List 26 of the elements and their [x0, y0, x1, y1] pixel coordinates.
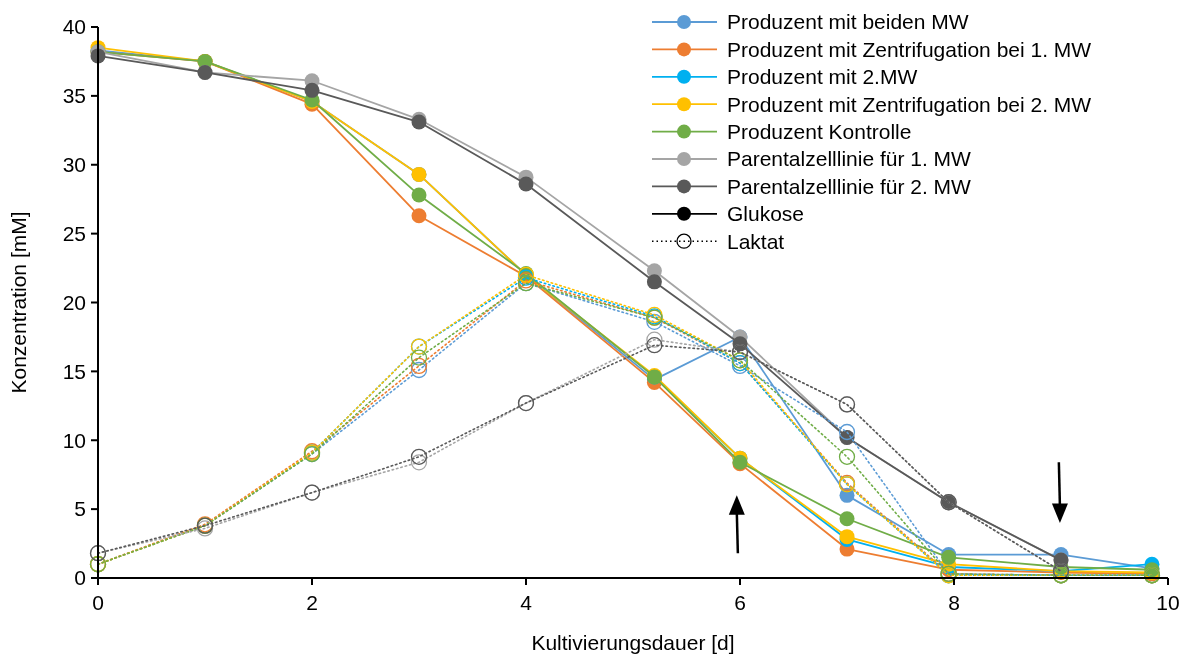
- x-tick-label: 2: [306, 591, 318, 614]
- y-tick-label: 30: [62, 153, 86, 177]
- x-tick-label: 10: [1156, 591, 1180, 614]
- legend-label: Glukose: [727, 202, 805, 226]
- y-axis-title: Konzentration [mM]: [7, 211, 30, 394]
- y-tick-label: 25: [62, 221, 86, 245]
- y-tick-label: 0: [74, 566, 86, 590]
- x-axis-title: Kultivierungsdauer [d]: [531, 631, 735, 654]
- y-tick-label: 20: [62, 290, 86, 314]
- y-tick-label: 5: [74, 497, 86, 521]
- x-tick-label: 8: [948, 591, 960, 614]
- x-tick-label: 4: [520, 591, 533, 614]
- y-tick-label: 35: [62, 84, 86, 108]
- legend-label: Produzent Kontrolle: [727, 119, 912, 143]
- y-tick-label: 10: [62, 428, 86, 452]
- legend-label: Laktat: [727, 229, 785, 253]
- legend-label: Produzent mit beiden MW: [727, 10, 969, 34]
- x-tick-label: 0: [92, 591, 104, 614]
- legend-label: Produzent mit Zentrifugation bei 2. MW: [727, 92, 1092, 116]
- legend-label: Parentalzelllinie für 2. MW: [727, 174, 972, 198]
- legend-label: Produzent mit Zentrifugation bei 1. MW: [727, 37, 1092, 61]
- legend-label: Produzent mit 2.MW: [727, 65, 918, 89]
- y-tick-label: 15: [62, 359, 86, 383]
- y-tick-label: 40: [62, 15, 86, 39]
- x-tick-label: 6: [734, 591, 746, 614]
- legend-label: Parentalzelllinie für 1. MW: [727, 147, 972, 171]
